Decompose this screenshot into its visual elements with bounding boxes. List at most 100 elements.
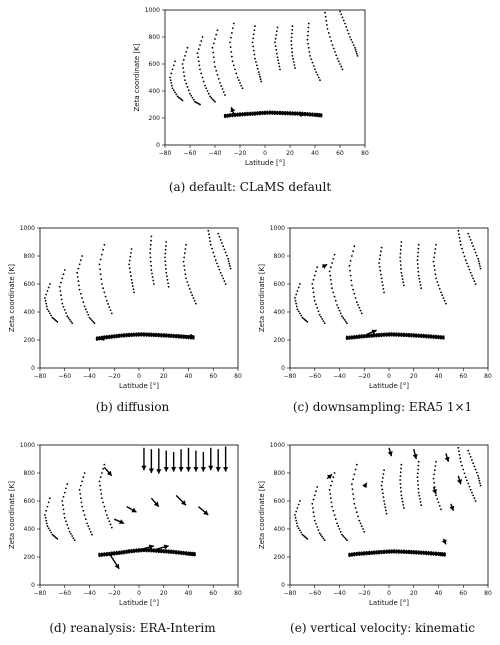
track-3-point xyxy=(211,46,214,49)
track-4-point xyxy=(129,271,132,273)
band-point xyxy=(360,551,363,554)
track-3-point xyxy=(359,522,362,525)
track-3-point xyxy=(213,61,216,63)
track-8-point xyxy=(458,453,461,456)
track-2-point xyxy=(332,509,335,512)
track-4-point xyxy=(241,87,244,90)
track-4-point xyxy=(381,477,384,479)
y-tick-label: 0 xyxy=(281,365,285,372)
track-2-point xyxy=(197,56,200,59)
track-7-point xyxy=(191,294,194,297)
band-point xyxy=(320,113,323,116)
y-tick-label: 1000 xyxy=(270,225,285,232)
band-point xyxy=(286,113,289,116)
y-axis-label: Zeta coordinate [K] xyxy=(8,264,16,332)
track-3-point xyxy=(352,288,355,291)
x-tick-label: −80 xyxy=(34,590,47,597)
band-point xyxy=(103,554,106,557)
track-1-point xyxy=(317,310,320,313)
track-6-point xyxy=(165,275,168,278)
track-9-point xyxy=(477,260,480,263)
band-point xyxy=(392,332,396,335)
track-8-point xyxy=(464,259,467,262)
band-point xyxy=(155,550,158,553)
band-point xyxy=(387,551,391,554)
track-1-point xyxy=(316,526,319,528)
band-point xyxy=(223,113,227,116)
track-5-point xyxy=(400,268,402,270)
track-0-point xyxy=(51,316,54,319)
track-3-point xyxy=(98,480,101,483)
band-point xyxy=(140,334,143,337)
band-point xyxy=(350,337,353,340)
caption-b: (b) diffusion xyxy=(95,400,170,414)
track-2-point xyxy=(338,528,341,530)
band-point xyxy=(405,334,408,338)
track-5-point xyxy=(257,71,260,73)
track-4-point xyxy=(381,492,384,495)
band-point xyxy=(427,553,430,556)
track-2-point xyxy=(329,484,332,487)
track-4-point xyxy=(132,288,135,291)
arrow-0-head xyxy=(230,107,236,113)
track-2-point xyxy=(329,266,332,269)
band-point xyxy=(152,548,155,551)
track-1-point xyxy=(313,515,316,518)
track-0-point xyxy=(171,87,174,90)
arrow-12-head xyxy=(106,470,112,476)
band-point xyxy=(434,334,438,337)
track-2-point xyxy=(342,317,345,319)
band-point xyxy=(125,335,128,338)
x-tick-label: 60 xyxy=(209,590,217,597)
track-0-point xyxy=(45,519,48,522)
track-4-point xyxy=(235,72,238,75)
track-3-point xyxy=(212,51,215,54)
track-1-point xyxy=(316,486,319,488)
track-0-point xyxy=(299,283,301,285)
x-axis-label: Latitude [°] xyxy=(119,599,159,607)
band-point xyxy=(407,332,410,336)
band-point xyxy=(434,336,438,340)
track-3-point xyxy=(104,295,107,298)
track-5-point xyxy=(254,57,256,60)
y-tick-label: 200 xyxy=(24,337,36,344)
track-8-point xyxy=(307,42,310,45)
x-tick-label: −80 xyxy=(159,150,172,157)
band-point xyxy=(135,548,138,551)
track-3-point xyxy=(220,85,223,87)
track-2-point xyxy=(197,48,200,51)
band-point xyxy=(281,110,284,114)
track-4-point xyxy=(232,64,235,67)
track-1-point xyxy=(316,266,319,269)
track-7-point xyxy=(290,43,293,46)
band-point xyxy=(172,549,175,552)
x-tick-label: 0 xyxy=(387,590,391,597)
band-point xyxy=(410,333,413,336)
track-5-point xyxy=(259,75,261,78)
track-8-point xyxy=(469,488,472,491)
track-4-point xyxy=(230,32,233,34)
track-8-point xyxy=(315,71,318,73)
band-point xyxy=(345,337,349,341)
track-0-point xyxy=(303,318,306,321)
track-3-point xyxy=(98,263,101,266)
band-point xyxy=(243,114,247,117)
track-5-point xyxy=(253,29,256,32)
band-point xyxy=(258,110,262,114)
band-point xyxy=(402,551,405,554)
band-point xyxy=(135,332,138,335)
track-7-point xyxy=(433,252,436,255)
track-4-point xyxy=(128,259,131,262)
track-3-point xyxy=(104,509,107,512)
y-tick-label: 600 xyxy=(24,281,36,288)
track-0-point xyxy=(181,99,184,102)
band-point xyxy=(193,554,196,557)
band-point xyxy=(395,551,398,554)
band-point xyxy=(105,554,108,557)
band-point xyxy=(120,335,123,338)
band-point xyxy=(373,335,376,338)
band-point xyxy=(291,111,294,114)
track-0-point xyxy=(49,283,51,285)
track-1-point xyxy=(63,516,66,519)
track-1-point xyxy=(322,320,325,322)
